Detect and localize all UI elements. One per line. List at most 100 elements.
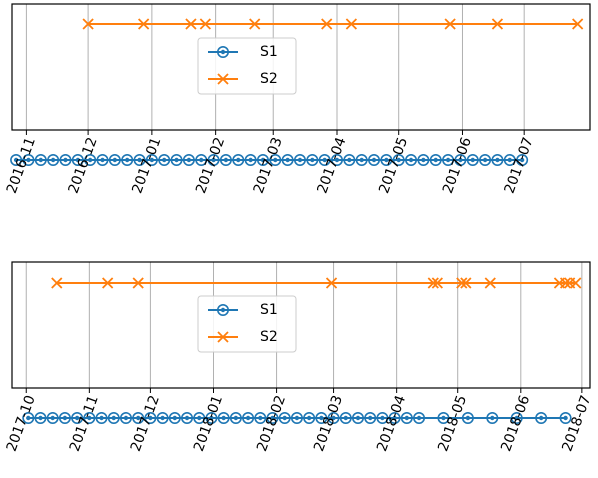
series-s1-point <box>133 154 146 167</box>
series-s1-point-center <box>209 415 214 421</box>
series-s1-point-center <box>404 415 410 421</box>
series-s1-point-center <box>135 415 141 421</box>
series-s1-point <box>327 411 340 424</box>
series-s1-point-center <box>490 415 495 421</box>
series-s1-point <box>84 154 97 167</box>
series-s1-point-center <box>306 415 312 421</box>
series-s1-point-center <box>355 415 361 421</box>
series-s1-point-center <box>319 415 324 421</box>
series-s1-point <box>429 154 442 167</box>
series-s1-point <box>355 154 368 167</box>
series-s2-point <box>456 277 468 289</box>
series-s1-point <box>466 154 479 167</box>
series-s1-point <box>144 411 157 424</box>
series-s2-point <box>102 277 114 289</box>
series-s1-point <box>343 154 356 167</box>
series-s2-point <box>132 277 144 289</box>
series-s2-point <box>559 277 572 289</box>
series-s1-point-center <box>50 157 56 163</box>
legend-label-s1: S1 <box>260 302 278 318</box>
series-s1-point-center <box>38 415 43 421</box>
legend: S1 S2 <box>197 295 297 353</box>
legend-label-s2: S2 <box>260 71 278 87</box>
series-s1-point <box>368 154 381 167</box>
series-s1-point <box>71 411 84 424</box>
series-s1-point-center <box>392 415 397 421</box>
series-s2-point <box>431 277 443 289</box>
series-s1-point-center <box>137 157 142 163</box>
series-s1-point <box>244 154 257 167</box>
series-s1-point <box>95 411 108 424</box>
series-s2-point <box>185 18 197 30</box>
series-s1-point <box>400 411 413 424</box>
series-s1-point-center <box>270 415 275 421</box>
series-s2-point <box>325 277 338 289</box>
series-s2-point <box>427 277 439 289</box>
series-s1-point-center <box>470 157 475 163</box>
series-s1-point <box>486 411 499 424</box>
series-s1-point <box>47 154 60 167</box>
series-s1-point <box>479 154 492 167</box>
series-s1 <box>10 154 529 167</box>
series-s1-point-center <box>50 415 55 421</box>
series-s1-point <box>491 154 504 167</box>
series-s2 <box>51 277 582 289</box>
series-s1-point-center <box>334 157 340 163</box>
series-s1-point <box>242 411 255 424</box>
series-s1-point <box>269 154 282 167</box>
series-s1-point <box>413 411 426 424</box>
series-s1-point <box>461 411 474 424</box>
series-s1-point-center <box>123 415 129 421</box>
series-s1-point-center <box>433 157 438 163</box>
series-s1-point <box>351 411 364 424</box>
series-s1-point-center <box>13 157 19 163</box>
series-s1-point <box>132 411 145 424</box>
series-s2-point <box>570 277 582 289</box>
series-s1-point-center <box>62 415 68 421</box>
series-s1-point <box>107 411 120 424</box>
series-s1-point-center <box>223 157 229 163</box>
series-s1-point <box>281 154 294 167</box>
series-s1-point-center <box>445 157 451 163</box>
series-s1-point-center <box>211 157 216 163</box>
series-s1-point-center <box>495 157 500 163</box>
series-s2-point <box>572 18 584 30</box>
axes-frame <box>11 3 591 131</box>
series-s1-point-center <box>294 415 300 421</box>
series-s1-point-center <box>87 157 93 163</box>
series-s1-point-center <box>162 157 167 163</box>
series-s2-point <box>321 18 333 30</box>
axes-frame <box>11 261 591 389</box>
series-s1-point <box>108 154 121 167</box>
series-s1-point-center <box>199 157 204 163</box>
series-s1-point-center <box>416 415 422 421</box>
series-s1 <box>22 411 572 424</box>
series-s1-point <box>59 154 72 167</box>
series-s1-point-center <box>421 157 426 163</box>
series-s1-point <box>266 411 279 424</box>
series-s1-point <box>217 411 230 424</box>
series-s1-point <box>417 154 430 167</box>
series-s1-point <box>71 154 84 167</box>
series-s1-point-center <box>197 415 202 421</box>
series-s2-point <box>491 18 504 30</box>
series-s1-point-center <box>331 415 336 421</box>
series-s1-point-center <box>380 415 385 421</box>
series-s1-point <box>442 154 455 167</box>
series-s1-point-center <box>148 415 153 421</box>
series-s2-point <box>51 277 63 289</box>
series-s1-point-center <box>38 157 43 163</box>
legend-s2-point <box>217 73 229 85</box>
legend-s1-point <box>217 303 230 316</box>
series-s1-point-center <box>282 415 287 421</box>
series-s1-point-center <box>343 415 348 421</box>
series-s1-point-center <box>507 157 512 163</box>
series-s1-point <box>10 154 23 167</box>
series-s1-point <box>207 154 220 167</box>
series-s1-point <box>339 411 352 424</box>
series-s1-point <box>121 154 134 167</box>
series-s2 <box>82 18 584 30</box>
series-s1-point-center <box>124 157 130 163</box>
series-s1-point <box>510 411 523 424</box>
series-s2-point <box>444 18 456 30</box>
